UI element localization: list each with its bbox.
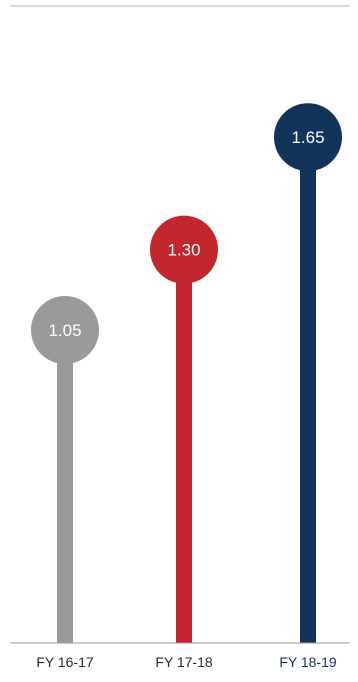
chart-marks: 1.05 1.30 1.65 (31, 103, 342, 643)
lollipop-head (274, 103, 342, 172)
x-tick-label: FY 17-18 (155, 654, 213, 670)
value-label: 1.65 (291, 128, 324, 147)
value-label: 1.05 (48, 321, 81, 340)
value-label: 1.30 (167, 241, 200, 260)
lollipop-stem (176, 249, 192, 643)
lollipop-stem (300, 137, 316, 643)
lollipop-head (31, 296, 99, 365)
lollipop-stem (57, 330, 73, 643)
lollipop-head (150, 215, 218, 284)
x-tick-labels: FY 16-17 FY 17-18 FY 18-19 (36, 654, 337, 670)
x-tick-label: FY 18-19 (279, 654, 337, 670)
x-tick-label: FY 16-17 (36, 654, 94, 670)
